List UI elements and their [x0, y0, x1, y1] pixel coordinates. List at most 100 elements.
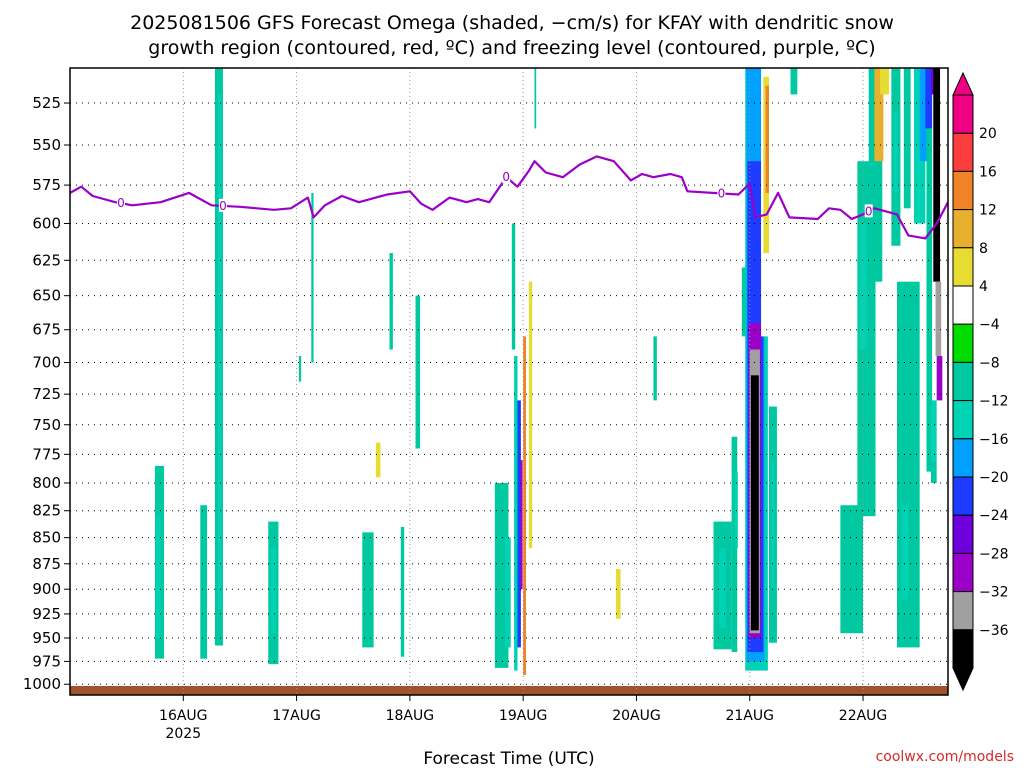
colorbar-bottom-arrow	[952, 667, 974, 692]
omega-cell	[630, 424, 635, 506]
y-tick-label: 650	[32, 287, 61, 305]
omega-cell	[840, 505, 864, 634]
omega-cell	[505, 537, 511, 648]
omega-cell	[517, 400, 521, 648]
omega-cell	[771, 460, 775, 590]
omega-cell	[653, 336, 657, 401]
y-tick-label: 625	[32, 251, 61, 269]
freezing-level-label: 0	[718, 186, 726, 200]
colorbar-label: −24	[979, 508, 1009, 524]
y-tick-label: 525	[32, 94, 61, 112]
omega-cell	[534, 412, 538, 472]
omega-cell	[933, 68, 941, 282]
omega-cell	[511, 223, 516, 350]
freezing-level-line	[69, 155, 949, 240]
colorbar-cell	[952, 323, 974, 363]
y-tick-label: 550	[32, 136, 61, 154]
omega-cell	[859, 223, 867, 350]
omega-cell	[520, 460, 523, 590]
omega-cell	[311, 192, 314, 363]
credit-text: coolwx.com/models	[876, 749, 1014, 765]
colorbar-cell	[952, 132, 974, 172]
omega-cell	[534, 68, 537, 129]
colorbar-cell	[952, 552, 974, 593]
colorbar-cell	[952, 361, 974, 402]
colorbar-label: −8	[979, 355, 1000, 371]
colorbar-label: 4	[979, 279, 988, 295]
colorbar-label: −16	[979, 432, 1009, 448]
omega-cell	[893, 111, 899, 193]
omega-cell	[270, 548, 277, 634]
freezing-label-bg	[116, 196, 125, 210]
omega-cell	[276, 295, 281, 472]
omega-cell	[528, 281, 533, 549]
colorbar-label: −28	[979, 546, 1009, 562]
omega-cell	[523, 336, 526, 676]
y-tick-label: 700	[32, 354, 61, 372]
colorbar-cell	[952, 209, 974, 249]
omega-cell	[919, 68, 929, 162]
y-tick-label: 750	[32, 416, 61, 434]
x-tick-label: 18AUG	[386, 708, 435, 724]
omega-cell	[400, 526, 405, 657]
x-axis-label: Forecast Time (UTC)	[423, 749, 594, 768]
colorbar-label: 16	[979, 164, 997, 180]
y-tick-label: 600	[32, 214, 61, 232]
omega-cell	[901, 505, 909, 600]
ground-strip	[70, 686, 948, 695]
omega-cell	[362, 532, 374, 648]
y-tick-label: 950	[32, 629, 61, 647]
omega-cell	[926, 128, 933, 472]
colorbar-cell	[952, 476, 974, 516]
freezing-level-label: 0	[117, 196, 125, 210]
omega-cell	[931, 400, 937, 461]
y-tick-label: 875	[32, 555, 61, 573]
x-tick-label: 20AUG	[612, 708, 661, 724]
colorbar-label: −36	[979, 623, 1009, 639]
colorbar-label: −4	[979, 317, 1000, 333]
omega-cell	[514, 356, 518, 671]
colorbar-label: 8	[979, 241, 988, 257]
omega-cell	[931, 460, 937, 483]
grid-lines	[70, 68, 948, 695]
colorbar-cell	[952, 170, 974, 211]
omega-cell	[750, 375, 759, 631]
omega-cell	[200, 505, 208, 659]
colorbar-label: −12	[979, 394, 1009, 410]
omega-cell	[880, 68, 890, 95]
y-tick-label: 1000	[23, 675, 61, 693]
plot-frame	[69, 67, 949, 696]
x-axis-ticks: 16AUG 2025 17AUG 18AUG 19AUG 20AUG 21AUG 22AUG	[159, 695, 887, 742]
freezing-label-bg	[864, 204, 873, 218]
omega-cell	[520, 68, 525, 137]
omega-cell	[285, 548, 291, 614]
freezing-label-bg	[218, 198, 227, 212]
colorbar: 20 16 12 8 4 −4 −8 −12 −16 −20 −24 −28 −32 −36	[952, 71, 1009, 692]
freezing-level-label: 0	[502, 170, 510, 184]
omega-cell	[741, 267, 747, 337]
omega-shading	[154, 68, 943, 676]
omega-cell	[183, 548, 189, 624]
freezing-label-bg	[717, 186, 726, 200]
omega-cell	[305, 412, 312, 610]
omega-cell	[687, 128, 697, 193]
colorbar-cell	[952, 514, 974, 554]
colorbar-label: 20	[979, 126, 997, 142]
y-tick-label: 975	[32, 652, 61, 670]
freezing-level-label: 0	[865, 204, 873, 218]
y-tick-label: 825	[32, 502, 61, 520]
omega-cell	[790, 68, 798, 95]
chart-title-line2: growth region (contoured, red, ºC) and f…	[148, 37, 875, 59]
x-tick-label: 19AUG	[499, 708, 548, 724]
omega-cell	[415, 295, 421, 449]
x-tick-label: 17AUG	[272, 708, 321, 724]
chart-title-line1: 2025081506 GFS Forecast Omega (shaded, −…	[130, 12, 894, 34]
omega-cell	[298, 356, 302, 382]
omega-cell	[389, 253, 393, 350]
freezing-level-label: 0	[219, 199, 227, 213]
omega-cell	[935, 281, 942, 357]
colorbar-cell	[952, 438, 974, 478]
x-tick-label: 21AUG	[725, 708, 774, 724]
omega-cell	[731, 436, 738, 653]
